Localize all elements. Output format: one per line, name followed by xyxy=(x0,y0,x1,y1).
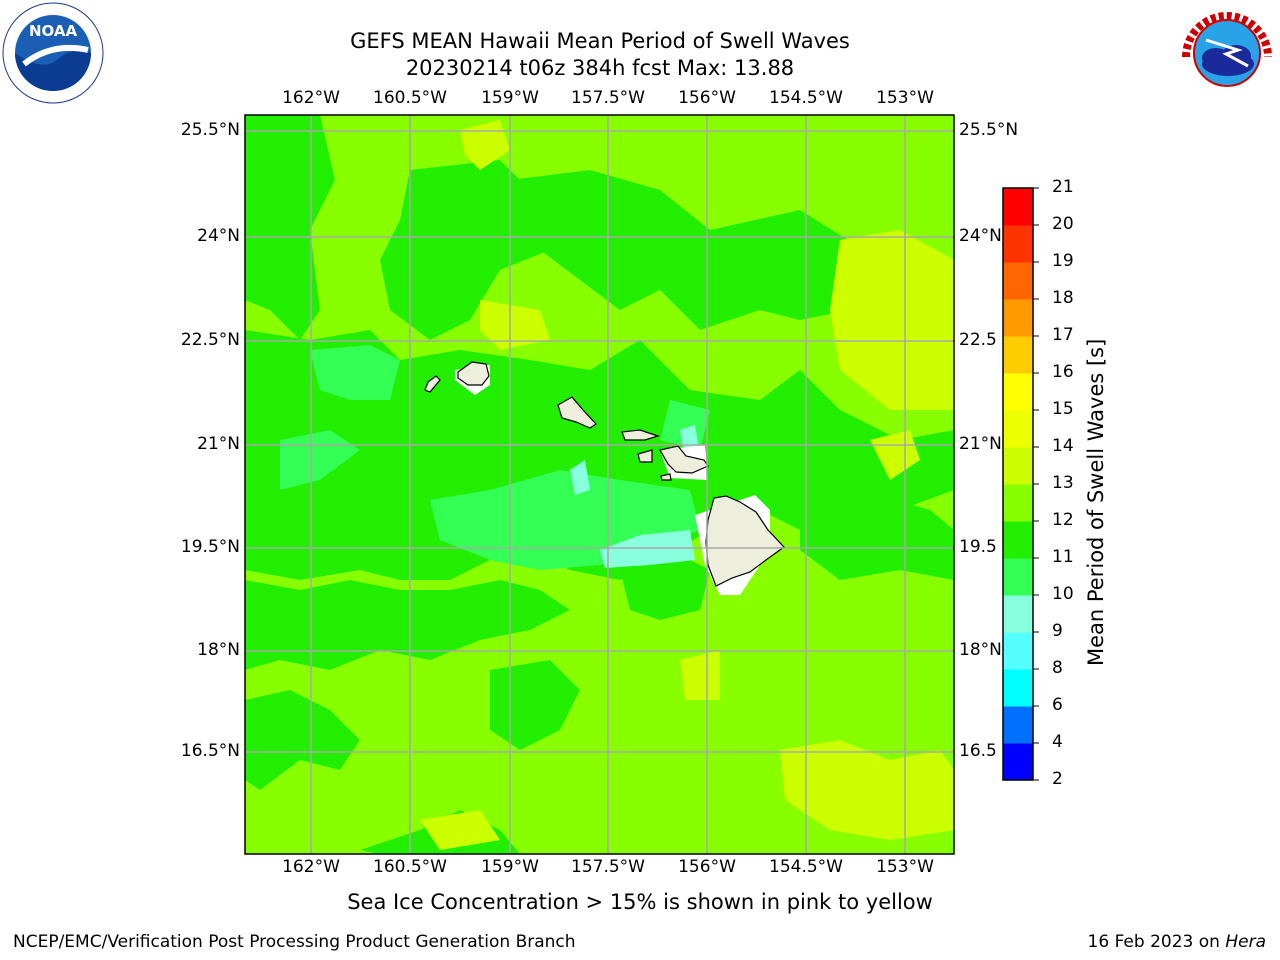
latitude-tick-label: 19.5 xyxy=(959,537,997,557)
longitude-tick-label: 162°W xyxy=(282,857,340,877)
sea-ice-note: Sea Ice Concentration > 15% is shown in … xyxy=(347,890,933,914)
longitude-tick-label: 160.5°W xyxy=(373,857,447,877)
island-lanai xyxy=(637,449,653,463)
colorbar-level-label: 14 xyxy=(1052,436,1074,456)
map-gridlines xyxy=(245,115,954,854)
colorbar-level-label: 10 xyxy=(1052,584,1074,604)
colorbar-level-label: 19 xyxy=(1052,251,1074,271)
island-molokai xyxy=(621,429,660,441)
colorbar-swatch xyxy=(1003,558,1033,596)
map-frame xyxy=(244,114,955,855)
longitude-tick-label: 160.5°W xyxy=(373,88,447,108)
colorbar-level-label: 18 xyxy=(1052,288,1074,308)
island-oahu xyxy=(557,396,597,429)
colorbar-swatch xyxy=(1003,447,1033,485)
colorbar-level-label: 12 xyxy=(1052,510,1074,530)
colorbar-level-label: 21 xyxy=(1052,177,1074,197)
island-maui xyxy=(659,445,709,474)
colorbar-swatch xyxy=(1003,595,1033,633)
colorbar-swatch xyxy=(1003,336,1033,374)
longitude-tick-label: 156°W xyxy=(678,857,736,877)
colorbar-swatch xyxy=(1003,373,1033,411)
colorbar-level-label: 9 xyxy=(1052,621,1063,641)
nws-logo-icon xyxy=(1178,4,1276,102)
longitude-tick-label: 153°W xyxy=(876,88,934,108)
colorbar-level-label: 8 xyxy=(1052,658,1063,678)
island-coastlines xyxy=(424,361,785,587)
colorbar-level-label: 13 xyxy=(1052,473,1074,493)
longitude-tick-label: 153°W xyxy=(876,857,934,877)
colorbar-swatch xyxy=(1003,632,1033,670)
colorbar-level-label: 6 xyxy=(1052,695,1063,715)
noaa-logo: NOAA xyxy=(2,2,104,104)
longitude-tick-label: 154.5°W xyxy=(769,88,843,108)
longitude-tick-label: 162°W xyxy=(282,88,340,108)
noaa-logo-text: NOAA xyxy=(29,22,78,40)
latitude-tick-label: 21°N xyxy=(197,434,240,454)
map-title: GEFS MEAN Hawaii Mean Period of Swell Wa… xyxy=(350,29,850,53)
colorbar-swatch xyxy=(1003,484,1033,522)
colorbar-level-label: 20 xyxy=(1052,214,1074,234)
latitude-tick-label: 24°N xyxy=(197,226,240,246)
noaa-logo-icon: NOAA xyxy=(2,2,104,104)
map-subtitle-forecast: 20230214 t06z 384h fcst Max: 13.88 xyxy=(405,56,795,80)
colorbar-swatch xyxy=(1003,669,1033,707)
map-panel xyxy=(244,114,955,855)
colorbar-level-label: 16 xyxy=(1052,362,1074,382)
colorbar-swatch xyxy=(1003,410,1033,448)
colorbar-swatch xyxy=(1003,706,1033,744)
latitude-tick-label: 22.5 xyxy=(959,330,997,350)
island-niihau xyxy=(424,375,441,393)
colorbar-swatch xyxy=(1003,299,1033,337)
longitude-tick-label: 154.5°W xyxy=(769,857,843,877)
colorbar-swatch xyxy=(1003,225,1033,263)
island-kauai xyxy=(457,361,490,386)
latitude-tick-label: 16.5 xyxy=(959,741,997,761)
latitude-tick-label: 18°N xyxy=(197,640,240,660)
longitude-tick-label: 157.5°W xyxy=(571,857,645,877)
latitude-tick-label: 25.5°N xyxy=(959,120,1019,140)
colorbar-swatch xyxy=(1003,188,1033,226)
island-kahoolawe xyxy=(660,473,672,481)
latitude-tick-label: 25.5°N xyxy=(180,120,240,140)
latitude-tick-label: 18°N xyxy=(959,640,1002,660)
latitude-tick-label: 22.5°N xyxy=(180,330,240,350)
latitude-tick-label: 24°N xyxy=(959,226,1002,246)
longitude-tick-label: 156°W xyxy=(678,88,736,108)
colorbar-title: Mean Period of Swell Waves [s] xyxy=(1084,338,1108,666)
longitude-tick-label: 159°W xyxy=(481,857,539,877)
footer-credit: NCEP/EMC/Verification Post Processing Pr… xyxy=(13,932,576,952)
colorbar-level-label: 2 xyxy=(1052,769,1063,789)
colorbar xyxy=(1002,187,1039,781)
nws-logo xyxy=(1176,2,1278,104)
footer-host: Hera xyxy=(1225,932,1266,952)
latitude-tick-label: 21°N xyxy=(959,434,1002,454)
colorbar-swatch xyxy=(1003,521,1033,559)
colorbar-swatch xyxy=(1003,743,1033,781)
longitude-tick-label: 159°W xyxy=(481,88,539,108)
contour-band-13-14 xyxy=(420,120,954,850)
colorbar-level-label: 15 xyxy=(1052,399,1074,419)
footer-date-text: 16 Feb 2023 on xyxy=(1087,932,1226,952)
colorbar-level-label: 11 xyxy=(1052,547,1074,567)
longitude-tick-label: 157.5°W xyxy=(571,88,645,108)
latitude-tick-label: 16.5°N xyxy=(180,741,240,761)
latitude-tick-label: 19.5°N xyxy=(180,537,240,557)
colorbar-swatch xyxy=(1003,262,1033,300)
colorbar-level-label: 4 xyxy=(1052,732,1063,752)
colorbar-level-label: 17 xyxy=(1052,325,1074,345)
footer-date: 16 Feb 2023 on Hera xyxy=(1088,932,1266,952)
